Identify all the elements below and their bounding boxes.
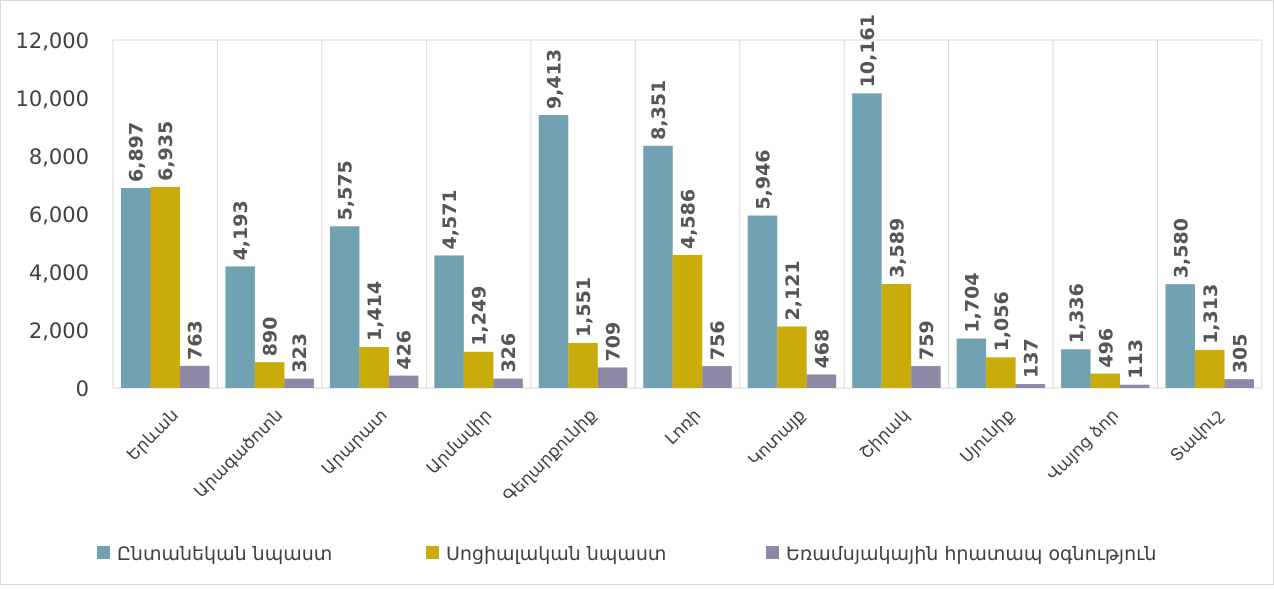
bar (179, 365, 210, 388)
bar (463, 351, 494, 388)
y-tick-label: 4,000 (29, 261, 89, 285)
bar (597, 367, 628, 388)
bar (388, 375, 419, 388)
y-tick-label: 8,000 (29, 145, 89, 169)
bar (702, 366, 732, 388)
bar (881, 283, 912, 388)
bar (1015, 384, 1046, 388)
value-label: 759 (916, 320, 938, 360)
value-label: 763 (185, 320, 207, 360)
bar (672, 255, 703, 388)
legend-swatch (766, 546, 779, 559)
bar (852, 93, 882, 389)
value-label: 1,704 (961, 272, 983, 332)
bar (1165, 284, 1196, 388)
value-label: 756 (707, 320, 729, 360)
bar (1061, 349, 1091, 388)
legend-label: Սոցիալական նպաստ (446, 543, 666, 565)
value-label: 6,935 (155, 121, 177, 181)
y-tick-label: 12,000 (16, 29, 89, 53)
value-label: 6,897 (126, 122, 148, 182)
value-label: 426 (394, 330, 416, 370)
bar (806, 374, 837, 388)
bar (1120, 384, 1150, 388)
value-label: 1,249 (469, 286, 491, 346)
value-label: 137 (1020, 338, 1042, 378)
bar (747, 215, 778, 388)
legend-swatch (426, 546, 439, 559)
value-label: 1,336 (1066, 283, 1088, 343)
value-label: 1,056 (991, 291, 1013, 351)
bar (284, 378, 314, 388)
value-label: 4,586 (678, 189, 700, 249)
legend-label: Եռամսյակային հրատապ օգնություն (786, 543, 1156, 565)
bar (359, 346, 389, 388)
value-label: 2,121 (782, 260, 804, 320)
value-label: 305 (1229, 333, 1251, 373)
value-label: 5,946 (752, 149, 774, 209)
bar (1195, 349, 1225, 388)
bar (120, 187, 151, 388)
value-label: 4,193 (230, 200, 252, 260)
y-tick-label: 0 (76, 377, 89, 401)
value-label: 890 (260, 317, 282, 357)
value-label: 323 (289, 333, 311, 373)
bar (150, 186, 180, 388)
value-label: 326 (498, 333, 520, 373)
y-tick-label: 2,000 (29, 319, 89, 343)
value-label: 10,161 (857, 14, 879, 87)
bar (643, 145, 673, 388)
bar (329, 226, 360, 388)
value-label: 3,580 (1170, 218, 1192, 278)
bar (254, 362, 285, 388)
value-label: 113 (1125, 339, 1147, 379)
value-label: 9,413 (544, 49, 566, 109)
value-label: 8,351 (648, 80, 670, 140)
value-label: 709 (603, 322, 625, 362)
value-label: 496 (1095, 328, 1117, 368)
bar (225, 266, 255, 388)
bar (911, 365, 941, 388)
value-label: 1,414 (364, 281, 386, 341)
value-label: 1,313 (1200, 284, 1222, 344)
value-label: 1,551 (573, 277, 595, 337)
value-label: 4,571 (439, 189, 461, 249)
value-label: 5,575 (335, 160, 357, 220)
bar (434, 255, 464, 388)
bar (956, 338, 987, 388)
legend-label: Ընտանեկան նպաստ (117, 543, 332, 565)
value-label: 468 (811, 329, 833, 369)
bar (568, 343, 598, 388)
bar (493, 378, 523, 388)
bar (1224, 379, 1255, 388)
bar (1090, 373, 1121, 388)
legend-swatch (97, 546, 110, 559)
y-tick-label: 6,000 (29, 203, 89, 227)
bar (986, 357, 1016, 388)
y-tick-label: 10,000 (16, 87, 89, 111)
bar (777, 326, 807, 388)
bar (538, 115, 569, 388)
value-label: 3,589 (886, 218, 908, 278)
